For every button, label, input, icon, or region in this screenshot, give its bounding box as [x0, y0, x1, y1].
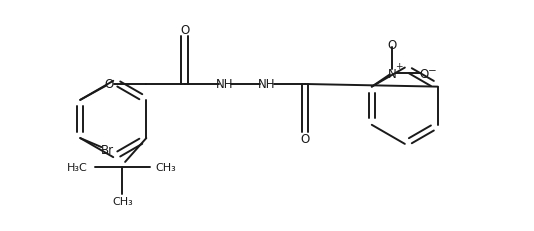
Text: −: −	[428, 66, 437, 76]
Text: CH₃: CH₃	[112, 196, 133, 206]
Text: CH₃: CH₃	[155, 163, 176, 173]
Text: Br: Br	[101, 144, 114, 157]
Text: N: N	[388, 68, 396, 81]
Text: +: +	[395, 62, 403, 71]
Text: O: O	[105, 78, 114, 91]
Text: O: O	[180, 24, 189, 37]
Text: NH: NH	[216, 78, 233, 91]
Text: O: O	[419, 68, 428, 81]
Text: O: O	[300, 132, 310, 145]
Text: H₃C: H₃C	[67, 163, 88, 173]
Text: NH: NH	[258, 78, 276, 91]
Text: O: O	[387, 39, 397, 52]
